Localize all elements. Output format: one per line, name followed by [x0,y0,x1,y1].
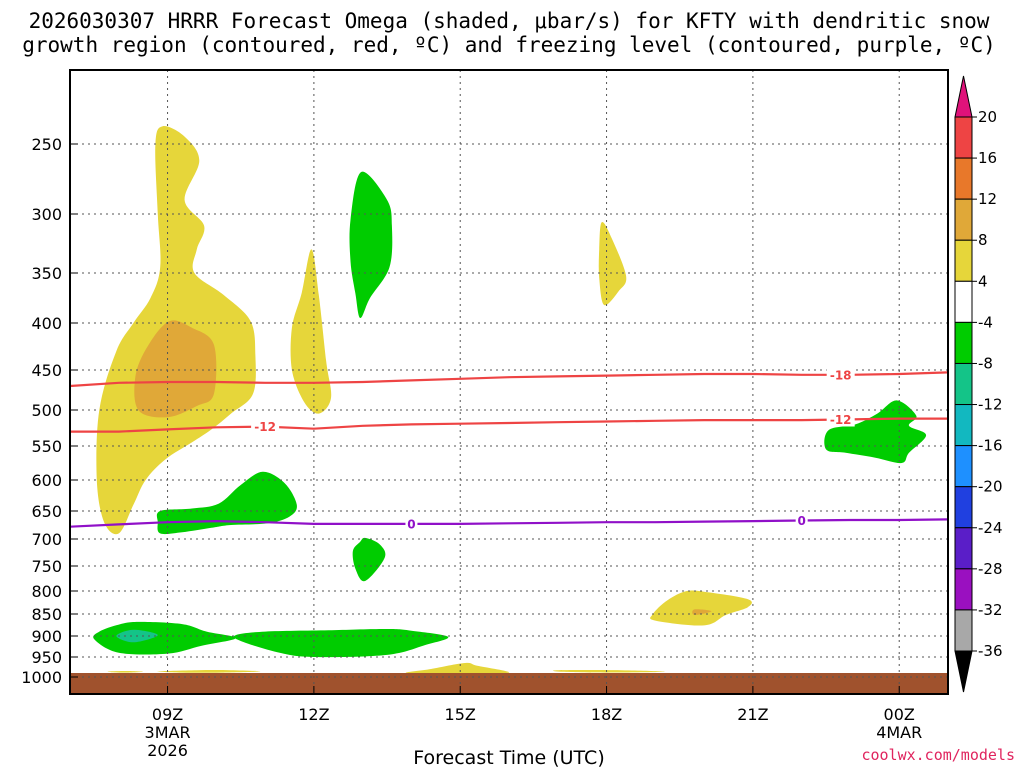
omega-region-10 [692,609,712,615]
y-tick-label: 400 [31,314,62,333]
contour-line [70,371,948,388]
omega-region-4 [349,171,393,319]
plot-frame [69,69,949,695]
colorbar-label: -36 [978,642,1003,660]
omega-region-2 [116,431,127,487]
x-tick-label: 09Z [152,705,183,724]
colorbar-swatch [954,157,973,200]
contour-label-bg [826,367,855,382]
omega-region-8 [824,400,927,464]
chart-title-line1: 2026030307 HRRR Forecast Omega (shaded, … [29,9,990,33]
contour-label-bg [826,412,855,427]
colorbar-swatch [954,404,973,447]
x-tick-label: 15Z [445,705,476,724]
temperature-contours: -18 -12 -12 0 0 [70,367,948,531]
colorbar-bottom-arrow [954,650,973,693]
omega-region-6 [156,471,297,535]
y-tick-label: 900 [31,627,62,646]
colorbar-label: 8 [978,231,988,249]
x-tick-label: 00Z [884,705,915,724]
contour-label: 0 [407,517,415,531]
y-tick-label: 550 [31,437,62,456]
omega-region-7 [352,537,386,582]
omega-region-16 [405,662,510,674]
omega-region-1 [134,320,217,418]
omega-region-11 [93,621,236,655]
grid-lines [70,70,948,694]
contour-label: -12 [254,420,276,434]
y-tick-label: 1000 [21,668,62,687]
y-tick-label: 800 [31,582,62,601]
colorbar-label: 20 [978,108,997,126]
contour-label: -18 [830,368,852,382]
colorbar-label: -8 [978,354,993,372]
colorbar-label: -32 [978,601,1003,619]
omega-region-14 [107,670,144,673]
y-tick-label: 250 [31,135,62,154]
colorbar-label: 12 [978,190,997,208]
colorbar-swatch [954,445,973,488]
colorbar-swatch [954,116,973,159]
y-tick-label: 450 [31,361,62,380]
y-axis-ticks: 250 300 350 400 450 500 550 600 650 700 750 800 850 9… [21,135,78,687]
omega-region-13 [233,628,449,658]
contour-line [70,417,948,433]
colorbar-swatch [954,486,973,529]
y-tick-label: 700 [31,530,62,549]
colorbar-swatch [954,568,973,611]
colorbar-swatch [954,321,973,364]
y-tick-label: 350 [31,264,62,283]
contour-label-bg [795,513,808,528]
colorbar-label: -12 [978,396,1003,414]
y-tick-label: 300 [31,205,62,224]
colorbar-swatch [954,609,973,652]
colorbar-label: -20 [978,478,1003,496]
colorbar-label: 16 [978,149,997,167]
x-tick-sublabel: 3MAR [145,723,191,742]
chart-title-line2: growth region (contoured, red, ºC) and f… [22,33,996,57]
omega-region-15 [157,670,261,673]
colorbar-swatch [954,362,973,406]
colorbar-label: -4 [978,313,993,331]
y-tick-label: 600 [31,471,62,490]
colorbar-swatch [954,239,973,282]
y-tick-label: 500 [31,401,62,420]
colorbar-label: -28 [978,560,1003,578]
contour-label-bg [405,516,418,531]
colorbar: 20 16 12 8 4 -4 -8 -12 -16 -20 -24 -28 -32 -36 [954,75,1003,693]
x-tick-label: 12Z [298,705,329,724]
ground-surface [70,673,948,694]
colorbar-label: 4 [978,272,988,290]
colorbar-top-arrow [954,75,973,118]
y-tick-label: 950 [31,648,62,667]
omega-region-5 [598,221,627,306]
colorbar-swatch [954,280,973,323]
omega-region-17 [552,669,666,673]
colorbar-swatch [954,198,973,241]
contour-label: -12 [830,413,852,427]
y-tick-label: 650 [31,502,62,521]
credit-text: coolwx.com/models [861,746,1015,764]
colorbar-label: -16 [978,437,1003,455]
x-tick-sublabel: 4MAR [876,723,922,742]
x-tick-sublabel: 2026 [147,741,188,760]
y-tick-label: 850 [31,605,62,624]
x-tick-label: 18Z [591,705,622,724]
omega-region-3 [290,249,332,414]
colorbar-label: -24 [978,519,1003,537]
x-axis-label: Forecast Time (UTC) [413,747,604,768]
contour-label: 0 [797,514,805,528]
y-tick-label: 750 [31,557,62,576]
contour-label-bg [251,419,280,434]
omega-region-9 [650,590,752,626]
colorbar-swatch [954,527,973,570]
x-tick-label: 21Z [737,705,768,724]
